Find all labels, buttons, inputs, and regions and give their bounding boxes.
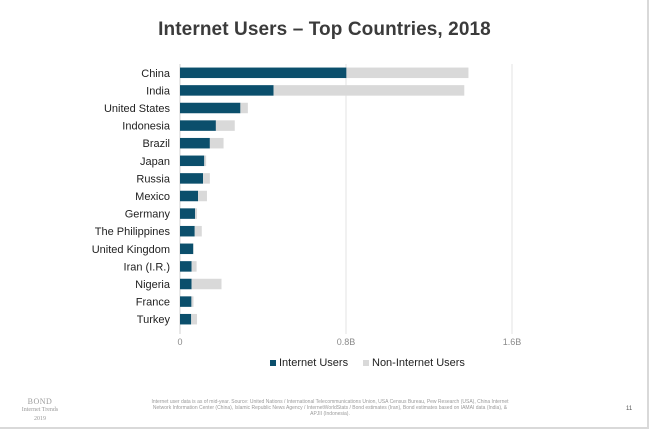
bar-internet-users-1: [180, 85, 274, 96]
bars: [180, 67, 469, 325]
chart-title: Internet Users – Top Countries, 2018: [158, 19, 491, 40]
category-label: United States: [104, 103, 171, 115]
category-label: Turkey: [137, 314, 171, 326]
bar-internet-users-3: [180, 120, 216, 131]
bar-internet-users-2: [180, 102, 241, 114]
bar-non-internet-users-1: [273, 85, 465, 96]
category-label: Russia: [136, 173, 171, 185]
bar-internet-users-14: [180, 313, 192, 325]
bar-internet-users-5: [180, 155, 205, 167]
category-label: The Philippines: [95, 226, 171, 238]
bar-internet-users-11: [180, 261, 192, 272]
category-label: Germany: [125, 209, 171, 221]
category-label: Brazil: [142, 138, 170, 150]
logo-subtitle: Internet Trends: [21, 407, 59, 413]
bar-internet-users-6: [180, 173, 204, 184]
bar-non-internet-users-0: [346, 67, 469, 79]
bar-non-internet-users-13: [191, 296, 194, 307]
category-label: Nigeria: [135, 279, 171, 291]
bar-non-internet-users-11: [191, 261, 197, 272]
source-note: Internet user data is as of mid-year. So…: [151, 399, 509, 417]
category-label: Japan: [140, 156, 170, 168]
bar-non-internet-users-4: [209, 137, 224, 149]
bar-non-internet-users-5: [204, 155, 207, 167]
bar-internet-users-9: [180, 225, 195, 237]
x-tick-label: 0: [177, 337, 182, 347]
page-number: 11: [626, 406, 633, 412]
bar-non-internet-users-3: [215, 120, 235, 131]
bar-internet-users-10: [180, 243, 194, 255]
category-label: China: [141, 68, 171, 80]
category-label: Mexico: [135, 191, 170, 203]
category-label: United Kingdom: [92, 244, 170, 256]
legend-swatch-internet-users: [270, 360, 276, 366]
bar-non-internet-users-14: [191, 313, 198, 325]
logo-brand: BOND: [27, 397, 53, 406]
category-label: Indonesia: [122, 121, 171, 133]
bar-internet-users-8: [180, 208, 196, 219]
bar-non-internet-users-8: [195, 208, 198, 219]
bar-internet-users-13: [180, 296, 192, 307]
bar-internet-users-12: [180, 278, 192, 290]
bar-internet-users-4: [180, 137, 210, 149]
bond-logo: BOND Internet Trends 2019: [10, 397, 70, 424]
x-tick-label: 0.8B: [337, 337, 356, 347]
category-label: Iran (I.R.): [124, 261, 170, 273]
legend-label-internet-users: Internet Users: [279, 357, 349, 369]
logo-year: 2019: [34, 416, 46, 422]
legend-swatch-non-internet-users: [363, 360, 369, 366]
bar-non-internet-users-12: [191, 278, 222, 290]
legend-label-non-internet-users: Non-Internet Users: [372, 357, 465, 369]
category-label: India: [146, 85, 171, 97]
legend: Internet Users Non-Internet Users: [270, 357, 465, 369]
bar-non-internet-users-6: [203, 173, 210, 184]
bar-non-internet-users-9: [194, 225, 202, 237]
bar-non-internet-users-7: [198, 190, 207, 202]
bar-non-internet-users-2: [240, 102, 248, 114]
x-axis-ticks: 0 0.8B 1.6B: [177, 337, 521, 347]
category-labels: China India United States Indonesia Brazil Ja…: [92, 68, 171, 326]
x-tick-label: 1.6B: [503, 337, 522, 347]
bar-internet-users-0: [180, 67, 347, 79]
category-label: France: [136, 297, 170, 309]
bar-internet-users-7: [180, 190, 199, 202]
